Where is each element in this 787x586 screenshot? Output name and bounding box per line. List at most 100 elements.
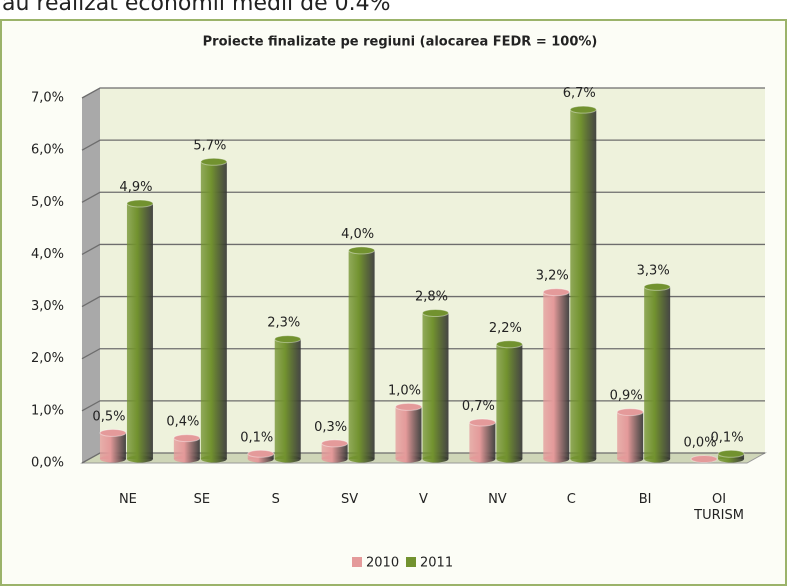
data-label: 1,0% xyxy=(388,383,421,398)
bar xyxy=(542,288,570,463)
bar xyxy=(126,199,154,463)
grid-line xyxy=(81,87,765,99)
bar-top xyxy=(200,157,228,166)
data-label: 5,7% xyxy=(193,138,226,153)
data-label: 6,7% xyxy=(563,86,596,101)
bar-bottom xyxy=(99,455,126,463)
bar-bottom xyxy=(617,455,644,463)
bar xyxy=(495,340,523,463)
data-label: 0,7% xyxy=(462,399,495,414)
x-tick-label: NV xyxy=(488,492,507,507)
bar-top xyxy=(468,418,496,427)
bar-body xyxy=(348,250,375,459)
legend-label: 2011 xyxy=(420,556,453,571)
grid-line xyxy=(81,243,765,255)
bar xyxy=(717,449,745,463)
x-tick-label: OI TURISM xyxy=(694,492,744,523)
y-tick-label: 4,0% xyxy=(31,247,64,262)
data-label: 0,0% xyxy=(684,436,717,451)
bar-bottom xyxy=(274,455,301,463)
bar-bottom xyxy=(422,455,449,463)
data-label: 0,3% xyxy=(314,420,347,435)
side-wall xyxy=(82,88,100,463)
bar-body xyxy=(543,292,570,459)
y-tick-label: 1,0% xyxy=(31,403,64,418)
y-tick-label: 3,0% xyxy=(31,299,64,314)
grid-line xyxy=(81,191,765,203)
bar-top xyxy=(495,340,523,349)
data-label: 2,2% xyxy=(489,321,522,336)
bar xyxy=(643,282,671,463)
data-label: 3,3% xyxy=(637,263,670,278)
bar xyxy=(200,157,228,463)
bar-bottom xyxy=(469,455,496,463)
data-label: 3,2% xyxy=(536,269,569,284)
bar-top xyxy=(126,199,154,208)
bar-body xyxy=(274,339,301,459)
bar-body xyxy=(570,109,597,460)
bar-body xyxy=(496,344,523,459)
y-tick-label: 0,0% xyxy=(31,456,64,471)
bar xyxy=(468,418,496,463)
bar-body xyxy=(469,422,496,459)
x-tick-label: C xyxy=(566,492,576,507)
bar-top xyxy=(274,335,302,344)
bar-bottom xyxy=(644,455,671,463)
bar-top xyxy=(643,282,671,291)
bar-bottom xyxy=(496,455,523,463)
bar-bottom xyxy=(718,455,745,463)
bar xyxy=(395,402,422,463)
legend-swatch xyxy=(406,557,416,567)
bar-top xyxy=(422,309,449,317)
bar-bottom xyxy=(543,455,570,463)
bar xyxy=(247,449,275,463)
bar-body xyxy=(200,161,227,460)
bar-body xyxy=(99,432,126,459)
bar-top xyxy=(395,402,422,411)
x-tick-label: SE xyxy=(193,492,211,507)
y-tick-label: 2,0% xyxy=(31,351,64,366)
bar-body xyxy=(617,412,644,459)
bar-bottom xyxy=(247,455,274,463)
data-label: 2,3% xyxy=(267,316,300,331)
data-label: 0,9% xyxy=(610,389,643,404)
bar-top xyxy=(569,105,597,114)
bar-bottom xyxy=(395,455,422,463)
x-tick-label: V xyxy=(419,492,428,507)
bar-bottom xyxy=(348,455,375,463)
bar-body xyxy=(422,313,449,459)
x-tick-label: SV xyxy=(341,492,359,507)
y-tick-label: 7,0% xyxy=(31,91,64,106)
y-tick-label: 5,0% xyxy=(31,195,64,210)
bar-body xyxy=(644,286,671,459)
bar-bottom xyxy=(173,455,200,463)
bar xyxy=(348,246,376,463)
bar xyxy=(274,335,302,463)
data-label: 4,0% xyxy=(341,227,374,242)
x-tick-label: S xyxy=(271,492,280,507)
bar-body xyxy=(321,443,348,459)
bar-bottom xyxy=(570,455,597,463)
bar xyxy=(569,105,597,463)
bar xyxy=(616,408,644,463)
data-label: 4,9% xyxy=(119,180,152,195)
x-tick-label: NE xyxy=(118,492,137,507)
bar-bottom xyxy=(126,455,153,463)
bar-top xyxy=(247,449,275,458)
grid-line xyxy=(81,139,765,151)
bar xyxy=(99,428,127,463)
bar xyxy=(422,309,449,463)
bar-body xyxy=(126,203,153,459)
x-tick-label: BI xyxy=(638,492,652,507)
bar xyxy=(690,455,718,463)
bar-bottom xyxy=(321,455,348,463)
data-label: 0,5% xyxy=(92,409,125,424)
bar-body xyxy=(395,406,422,459)
data-label: 0,4% xyxy=(166,415,199,430)
bar-top xyxy=(321,439,349,448)
bar-top xyxy=(173,434,201,443)
bar-top xyxy=(717,449,745,458)
bar-top xyxy=(99,428,127,437)
